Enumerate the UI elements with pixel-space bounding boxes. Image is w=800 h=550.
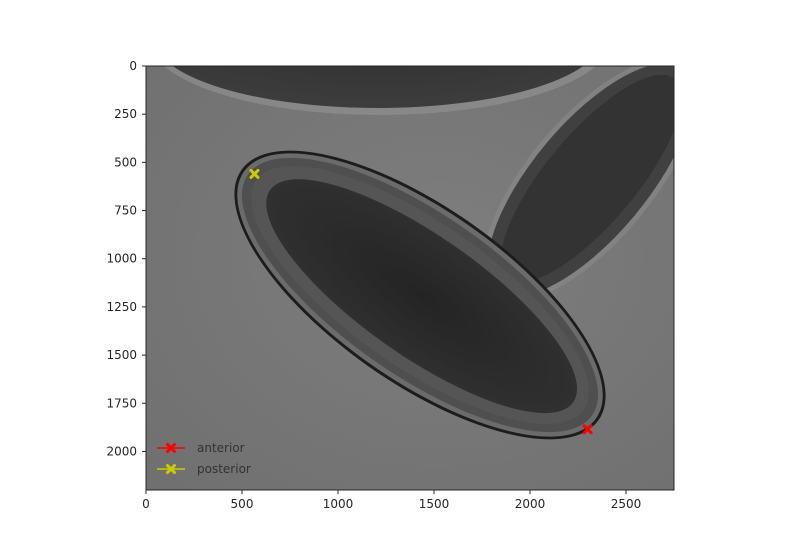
legend-marker-anterior: [166, 443, 176, 453]
y-tick-label: 1000: [106, 252, 137, 266]
microscopy-image: [146, 66, 674, 490]
y-tick-label: 750: [114, 204, 137, 218]
y-tick-label: 250: [114, 107, 137, 121]
legend-marker-posterior: [166, 464, 176, 474]
y-tick-label: 0: [129, 59, 137, 73]
x-tick-label: 500: [231, 497, 254, 511]
legend-label-anterior: anterior: [197, 441, 245, 455]
legend-label-posterior: posterior: [197, 462, 251, 476]
y-tick-label: 500: [114, 155, 137, 169]
y-tick-label: 1250: [106, 300, 137, 314]
y-tick-label: 1500: [106, 348, 137, 362]
posterior-marker: [249, 168, 260, 179]
x-tick-label: 1000: [323, 497, 354, 511]
x-tick-label: 2500: [611, 497, 642, 511]
x-tick-label: 2000: [515, 497, 546, 511]
data-markers: [249, 168, 593, 435]
axes-frame: [145, 65, 675, 491]
x-tick-label: 1500: [419, 497, 450, 511]
y-tick-label: 1750: [106, 396, 137, 410]
x-axis-ticks: 0 500 1000 1500 2000 2500: [142, 490, 641, 511]
x-tick-label: 0: [142, 497, 150, 511]
legend: anterior posterior: [157, 441, 251, 476]
y-axis-ticks: 0 250 500 750 1000 1250 1500 1750 2000: [106, 59, 146, 458]
anterior-marker: [582, 424, 593, 435]
y-tick-label: 2000: [106, 444, 137, 458]
